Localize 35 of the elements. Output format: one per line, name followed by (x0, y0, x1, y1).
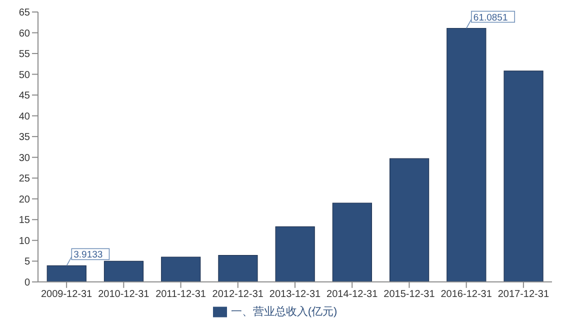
y-tick-label: 5 (24, 256, 30, 268)
x-tick-label: 2017-12-31 (498, 289, 550, 300)
x-tick-label: 2013-12-31 (269, 289, 322, 300)
bar (446, 28, 486, 282)
bar (390, 158, 430, 282)
legend-label: 一、营业总收入(亿元) (230, 306, 338, 318)
y-tick-label: 60 (18, 28, 30, 40)
y-tick-label: 65 (18, 8, 30, 19)
data-label: 3.9133 (74, 250, 103, 261)
y-tick-label: 35 (18, 132, 30, 144)
bar (218, 255, 258, 282)
x-tick-label: 2016-12-31 (440, 289, 492, 300)
y-tick-label: 40 (18, 111, 30, 122)
data-label: 61.0851 (473, 12, 508, 24)
bar (104, 260, 144, 282)
x-tick-label: 2010-12-31 (98, 289, 150, 300)
y-tick-label: 10 (18, 236, 30, 247)
bar (504, 70, 544, 282)
x-tick-label: 2012-12-31 (212, 289, 264, 300)
y-tick-label: 30 (18, 152, 30, 164)
y-tick-label: 20 (18, 194, 30, 206)
x-tick-label: 2011-12-31 (156, 289, 206, 300)
bar (161, 256, 201, 282)
y-tick-label: 25 (18, 174, 30, 185)
x-tick-label: 2014-12-31 (326, 289, 378, 300)
x-tick-label: 2009-12-31 (40, 289, 93, 300)
y-tick-label: 55 (18, 49, 30, 60)
y-tick-label: 15 (18, 215, 30, 226)
bar (46, 265, 86, 282)
y-tick-label: 0 (24, 277, 30, 288)
bar (275, 226, 315, 282)
y-tick-label: 45 (18, 90, 30, 102)
y-tick-label: 50 (18, 70, 30, 81)
x-tick-label: 2015-12-31 (384, 289, 436, 300)
bar (332, 202, 372, 282)
